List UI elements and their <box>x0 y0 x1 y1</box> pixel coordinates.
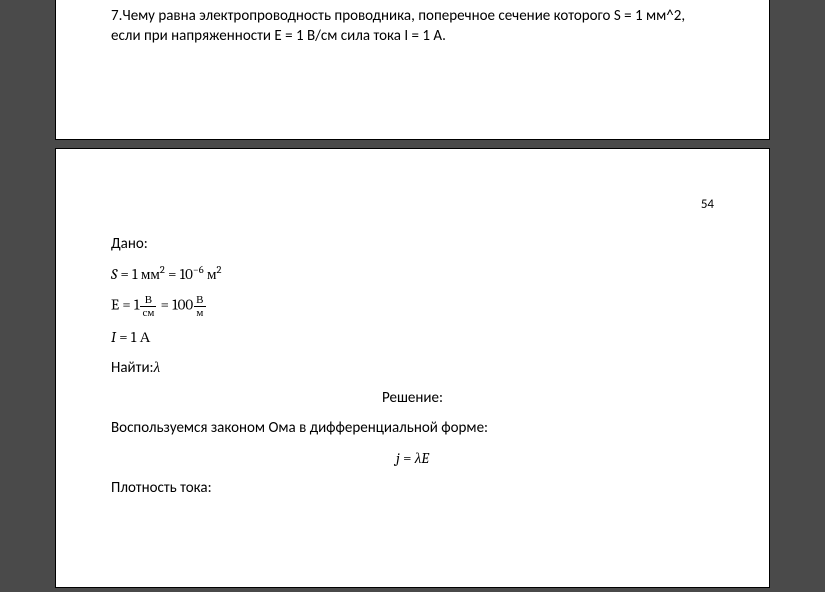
eq-equals: = <box>400 449 415 467</box>
given-i: I = 1 А <box>111 327 714 348</box>
var-e: E <box>111 296 119 314</box>
text-current-density: Плотность тока: <box>111 478 714 499</box>
solution-label: Решение: <box>111 388 714 409</box>
find-line: Найти:λ <box>111 357 714 379</box>
page-number: 54 <box>701 197 714 212</box>
equation-j: j = λE <box>111 448 714 469</box>
document-page-2: 54 Дано: S = 1 мм2 = 10−6 м2 E = 1Всм = … <box>55 148 770 588</box>
e-frac2-den: м <box>194 307 205 319</box>
find-label: Найти: <box>111 359 154 377</box>
s-eq-part2: = 10 <box>165 265 193 283</box>
i-eq: = 1 А <box>116 328 150 346</box>
given-s: S = 1 мм2 = 10−6 м2 <box>111 264 714 285</box>
find-var: λ <box>154 358 161 376</box>
s-sup-2: −6 <box>193 264 204 276</box>
e-frac2-num: В <box>194 294 205 307</box>
e-frac1-den: см <box>140 307 156 319</box>
s-sup-3: 2 <box>216 264 221 276</box>
e-frac-1: Всм <box>140 294 156 318</box>
given-label: Дано: <box>111 234 714 255</box>
problem-statement: 7.Чему равна электропроводность проводни… <box>111 6 714 47</box>
eq-lambda-e: λE <box>415 449 429 467</box>
text-ohm-law: Воспользуемся законом Ома в дифференциал… <box>111 418 714 439</box>
given-e: E = 1Всм = 100Вм <box>111 294 714 318</box>
e-eq-part2: = 100 <box>157 296 193 314</box>
s-eq-part1: = 1 мм <box>117 265 160 283</box>
s-unit: м <box>204 265 217 283</box>
solution-content: Дано: S = 1 мм2 = 10−6 м2 E = 1Всм = 100… <box>111 234 714 499</box>
e-frac-2: Вм <box>194 294 205 318</box>
e-frac1-num: В <box>140 294 156 307</box>
e-eq-part1: = 1 <box>119 296 139 314</box>
document-page-1: 7.Чему равна электропроводность проводни… <box>55 0 770 140</box>
